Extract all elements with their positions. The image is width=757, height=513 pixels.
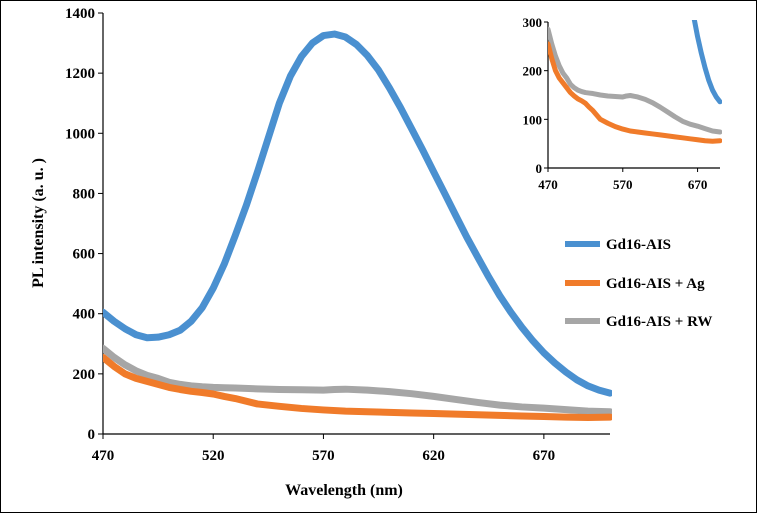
inset-series-line-gd16-ais-rw [548, 26, 722, 135]
inset-x-tick-label: 670 [688, 177, 708, 192]
main-series-group [103, 30, 612, 421]
inset-y-tick-label: 300 [523, 15, 543, 30]
inset-y-tick-label: 200 [523, 64, 543, 79]
main-y-tick-label: 1400 [65, 6, 95, 22]
main-y-tick-label: 1000 [65, 126, 95, 142]
legend-label-gd16-ais-ag: Gd16-AIS + Ag [606, 276, 705, 292]
main-y-tick-label: 800 [73, 186, 96, 202]
main-y-tick-label: 200 [73, 367, 96, 383]
main-axes [98, 12, 610, 439]
main-y-tick-label: 400 [73, 307, 96, 323]
main-y-tick-label: 0 [88, 427, 96, 443]
inset-chart: 470 570 670 0 100 200 300 [523, 15, 722, 192]
y-axis-title: PL intensity (a. u. ) [30, 158, 47, 288]
main-y-tick-label: 1200 [65, 66, 95, 82]
main-series-line-gd16-ais-ag [103, 353, 612, 421]
main-x-tick-label: 620 [422, 448, 445, 464]
main-y-tick-label: 600 [73, 247, 96, 263]
main-x-tick-label: 470 [92, 448, 115, 464]
main-x-tick-label: 570 [312, 448, 335, 464]
x-axis-title: Wavelength (nm) [285, 482, 403, 499]
legend-label-gd16-ais: Gd16-AIS [606, 237, 671, 253]
legend-label-gd16-ais-rw: Gd16-AIS + RW [606, 314, 712, 330]
main-series-line-gd16-ais-rw [103, 344, 612, 416]
inset-x-tick-label: 570 [613, 177, 633, 192]
inset-y-tick-label: 100 [523, 112, 543, 127]
inset-series-group [548, 20, 722, 144]
inset-tick-labels: 470 570 670 0 100 200 300 [523, 15, 708, 192]
inset-y-tick-label: 0 [536, 161, 543, 176]
main-x-tick-label: 520 [202, 448, 225, 464]
legend: Gd16-AIS Gd16-AIS + Ag Gd16-AIS + RW [565, 237, 712, 330]
inset-series-line-gd16-ais-ag [548, 41, 722, 144]
inset-x-tick-label: 470 [538, 177, 558, 192]
main-x-tick-label: 670 [533, 448, 556, 464]
main-series-line-gd16-ais [103, 30, 612, 397]
